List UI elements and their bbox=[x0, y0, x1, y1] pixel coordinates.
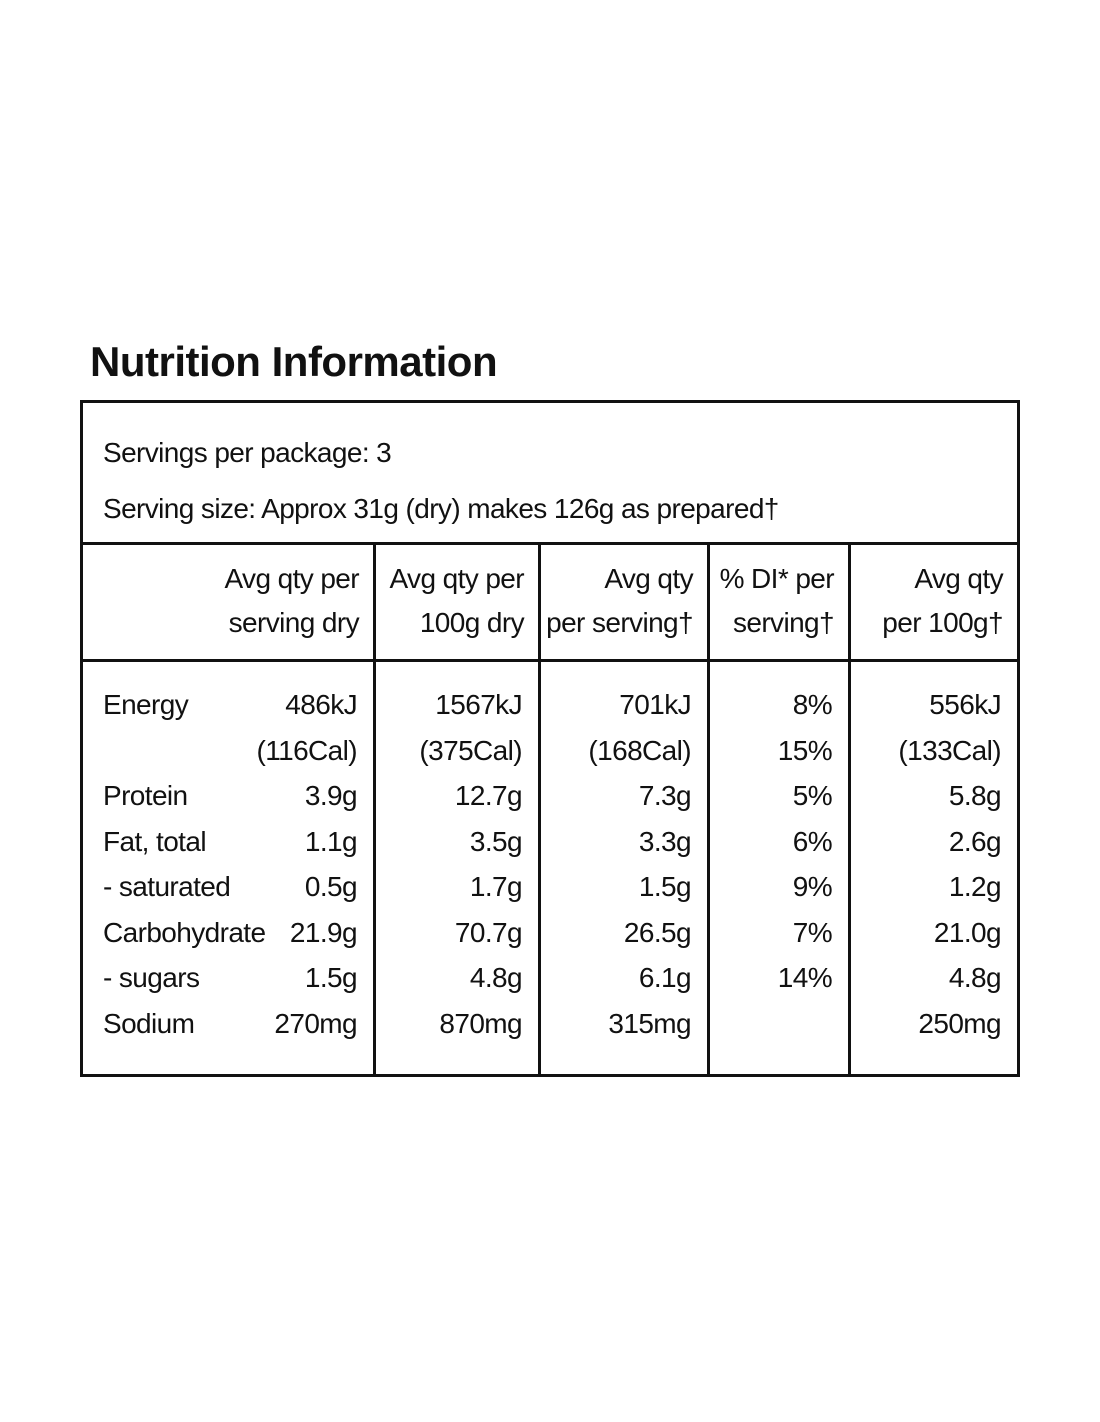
column-header: Avg qty per 100g† bbox=[851, 545, 1017, 662]
column-values: 556kJ (133Cal) 5.8g 2.6g 1.2g 21.0g 4.8g 250mg bbox=[851, 662, 1017, 1046]
cell: 315mg bbox=[608, 1007, 691, 1039]
title: Nutrition Information bbox=[90, 338, 498, 385]
column-header: Avg qty per 100g dry bbox=[376, 545, 538, 662]
column: % DI* per serving† 8% 15% 5% 6% 9% 7% 14% bbox=[710, 545, 848, 1074]
nutrition-table: Servings per package: 3 Serving size: Ap… bbox=[80, 400, 1020, 1077]
row-name: Carbohydrate bbox=[103, 916, 266, 948]
column-values: 8% 15% 5% 6% 9% 7% 14% bbox=[710, 662, 848, 1001]
cell: 3.9g bbox=[304, 780, 358, 811]
cell: 5.8g bbox=[948, 780, 1002, 811]
column: Avg qty per 100g dry 1567kJ (375Cal) 12.7g 3… bbox=[376, 545, 538, 1074]
cell: 6.1g bbox=[638, 962, 692, 993]
cell: 1567kJ (375Cal) bbox=[419, 689, 522, 766]
row-name: - saturated bbox=[103, 871, 231, 902]
cell: 1.7g bbox=[469, 871, 523, 902]
cell: 15% bbox=[777, 734, 833, 766]
row-name: Sodium bbox=[103, 1007, 195, 1039]
cell: 3.5g bbox=[469, 825, 523, 857]
header-line: serving dry bbox=[228, 607, 360, 638]
cell: 1.1g bbox=[304, 825, 358, 857]
cell: 70.7g bbox=[454, 916, 523, 948]
cell: 12.7g bbox=[454, 780, 523, 811]
column-divider bbox=[707, 545, 710, 1074]
servings-block: Servings per package: 3 Serving size: Ap… bbox=[83, 403, 1017, 545]
column: Avg qty per 100g† 556kJ (133Cal) 5.8g 2.6g 1.… bbox=[851, 545, 1017, 1074]
cell: 4.8g bbox=[948, 962, 1002, 993]
cell: 14% bbox=[777, 962, 833, 993]
column-values: 486kJ (116Cal) 3.9g 1.1g 0.5g 21.9g 1.5g 270mg bbox=[83, 662, 373, 1046]
servings-line: Serving size: Approx 31g (dry) makes 126… bbox=[103, 493, 779, 524]
column: Avg qty per serving dry 486kJ (116Cal) 3.9g… bbox=[83, 545, 373, 1074]
column-header: Avg qty per serving† bbox=[541, 545, 707, 662]
cell: 270mg bbox=[274, 1007, 357, 1039]
cell: 5% bbox=[792, 780, 833, 811]
cell: 250mg bbox=[918, 1007, 1001, 1039]
cell: 8% bbox=[792, 689, 833, 720]
cell: 3.3g bbox=[638, 825, 692, 857]
column-values: 1567kJ (375Cal) 12.7g 3.5g 1.7g 70.7g 4.8g 870… bbox=[376, 662, 538, 1046]
cell: 21.0g bbox=[933, 916, 1002, 948]
cell: 1.2g bbox=[948, 871, 1002, 902]
header-line: Avg qty per bbox=[224, 563, 359, 594]
column-divider bbox=[538, 545, 541, 1074]
column-header: Avg qty per serving dry bbox=[83, 545, 373, 662]
column-divider bbox=[848, 545, 851, 1074]
row-name: Protein bbox=[103, 780, 188, 811]
cell: 701kJ (168Cal) bbox=[588, 689, 691, 766]
cell: 4.8g bbox=[469, 962, 523, 993]
cell: 1.5g bbox=[304, 962, 358, 993]
header-line: % DI* per bbox=[719, 563, 835, 594]
cell: 870mg bbox=[439, 1007, 522, 1039]
column-values: 701kJ (168Cal) 7.3g 3.3g 1.5g 26.5g 6.1g 315mg bbox=[541, 662, 707, 1046]
header-line: 100g dry bbox=[419, 607, 525, 638]
column-header: % DI* per serving† bbox=[710, 545, 848, 662]
cell: 6% bbox=[792, 825, 833, 857]
header-line: Avg qty bbox=[914, 563, 1003, 594]
cell: 2.6g bbox=[948, 825, 1002, 857]
row-name: Energy bbox=[103, 689, 189, 720]
cell: 1.5g bbox=[638, 871, 692, 902]
header-line: serving† bbox=[732, 607, 835, 638]
cell: 9% bbox=[792, 871, 833, 902]
servings-line: Servings per package: 3 bbox=[103, 437, 392, 468]
cell: 0.5g bbox=[304, 871, 358, 902]
header-line: per serving† bbox=[546, 607, 693, 638]
cell: 26.5g bbox=[623, 916, 692, 948]
row-name: - sugars bbox=[103, 962, 200, 993]
header-line: Avg qty bbox=[604, 563, 693, 594]
header-line: per 100g† bbox=[882, 607, 1003, 638]
row-name: Fat, total bbox=[103, 825, 207, 857]
cell: 556kJ (133Cal) bbox=[898, 689, 1001, 766]
column-divider bbox=[373, 545, 376, 1074]
cell: 7.3g bbox=[638, 780, 692, 811]
cell: 21.9g bbox=[289, 916, 358, 948]
column: Avg qty per serving† 701kJ (168Cal) 7.3g 3.3… bbox=[541, 545, 707, 1074]
cell: 7% bbox=[792, 916, 833, 948]
header-line: Avg qty per bbox=[389, 563, 524, 594]
cell: 486kJ (116Cal) bbox=[256, 689, 357, 766]
